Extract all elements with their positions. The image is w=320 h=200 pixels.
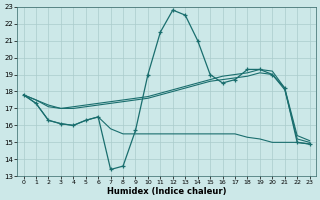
X-axis label: Humidex (Indice chaleur): Humidex (Indice chaleur) <box>107 187 226 196</box>
